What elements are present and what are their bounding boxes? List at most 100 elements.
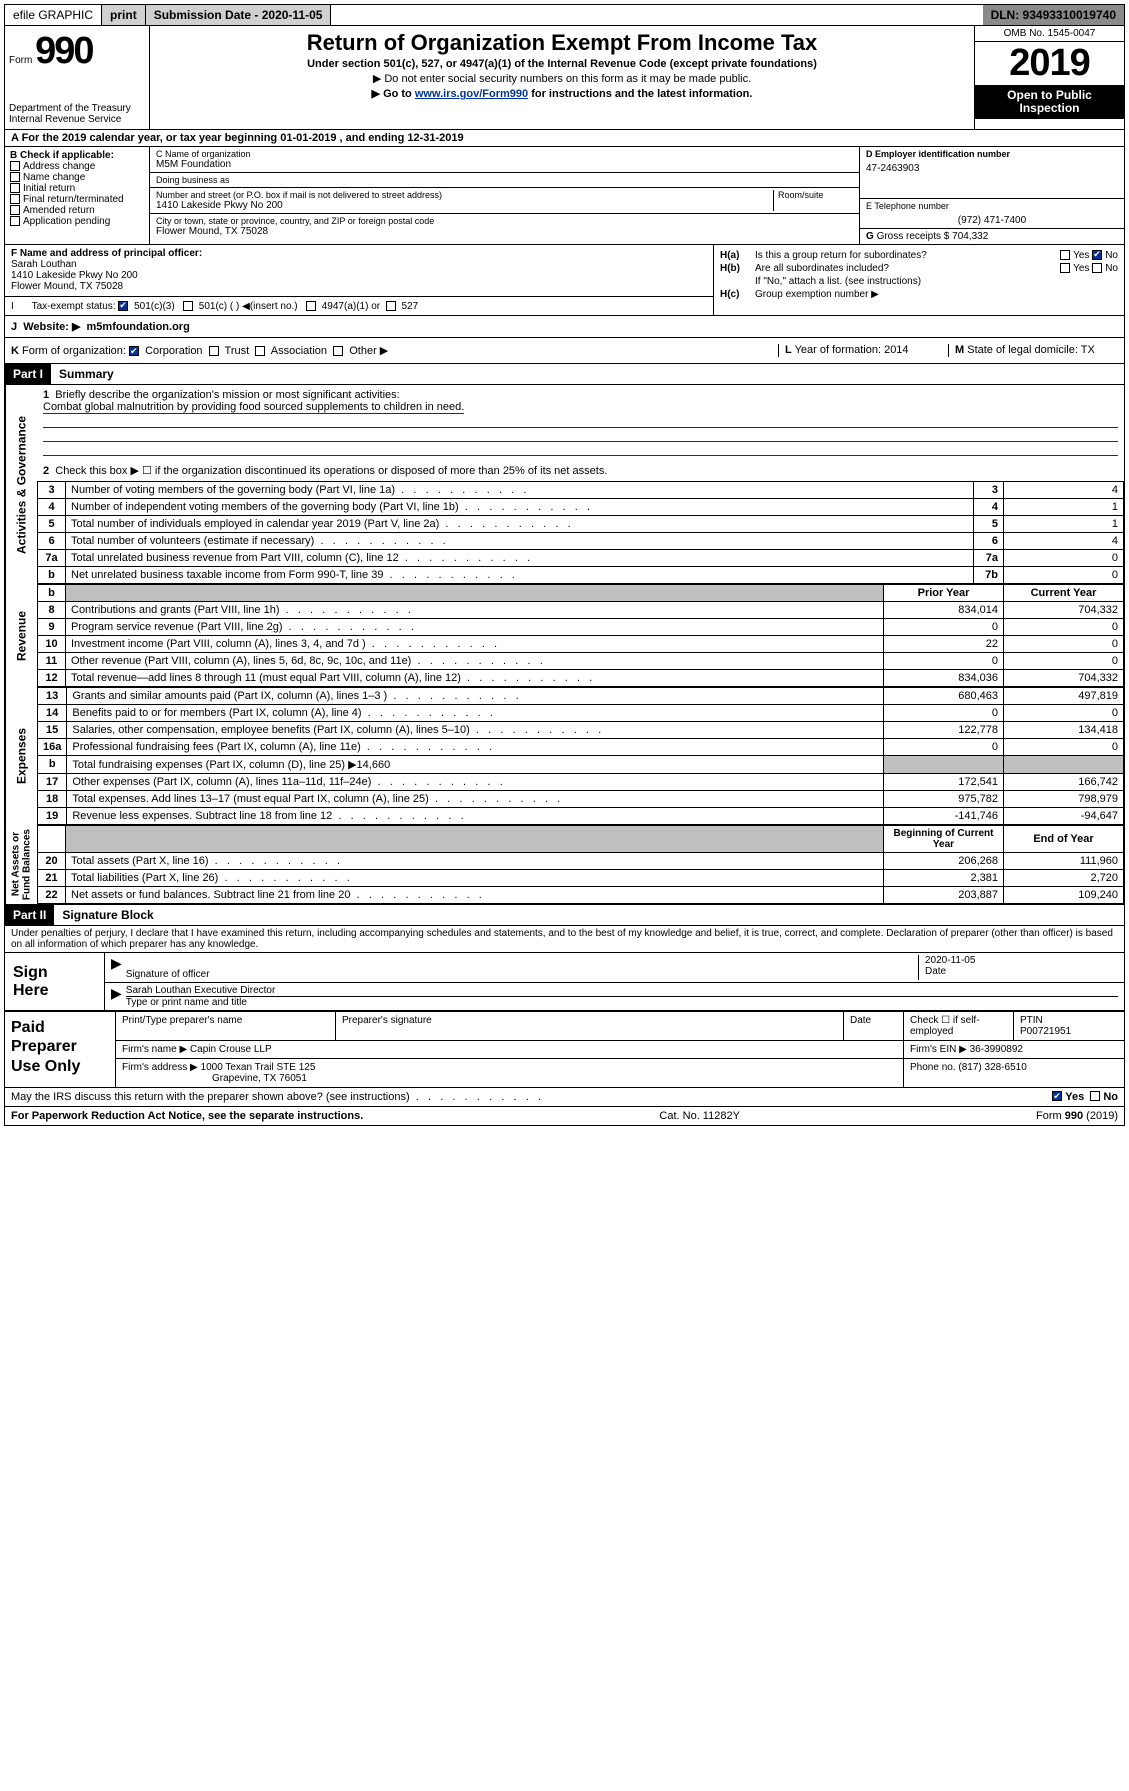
checkbox-app-pending[interactable]	[10, 216, 20, 226]
checkbox-final-return[interactable]	[10, 194, 20, 204]
form990-link[interactable]: www.irs.gov/Form990	[415, 88, 528, 100]
officer-name: Sarah Louthan	[11, 259, 77, 270]
ptin-value: P00721951	[1020, 1026, 1071, 1037]
org-name: M5M Foundation	[156, 159, 853, 170]
print-button[interactable]: print	[102, 5, 146, 25]
section-j: J Website: ▶ m5mfoundation.org	[5, 315, 1124, 337]
table-row: 12Total revenue—add lines 8 through 11 (…	[38, 670, 1124, 687]
dept-label: Department of the Treasury Internal Reve…	[9, 103, 145, 125]
firm-addr2: Grapevine, TX 76051	[212, 1073, 307, 1084]
city-value: Flower Mound, TX 75028	[156, 226, 853, 237]
paid-preparer-section: Paid Preparer Use Only Print/Type prepar…	[5, 1010, 1124, 1087]
room-label: Room/suite	[778, 190, 853, 200]
table-row: 3Number of voting members of the governi…	[38, 482, 1124, 499]
submission-date: Submission Date - 2020-11-05	[146, 5, 332, 25]
table-row: 5Total number of individuals employed in…	[38, 516, 1124, 533]
efile-label: efile GRAPHIC	[5, 5, 102, 25]
checkbox-ha-yes[interactable]	[1060, 250, 1070, 260]
checkbox-hb-no[interactable]	[1092, 263, 1102, 273]
checkbox-trust[interactable]	[209, 346, 219, 356]
sign-here-label: Sign Here	[5, 953, 105, 1010]
section-b: B Check if applicable: Address change Na…	[5, 147, 150, 244]
checkbox-address-change[interactable]	[10, 161, 20, 171]
ein-label: D Employer identification number	[866, 149, 1118, 159]
declaration-text: Under penalties of perjury, I declare th…	[5, 925, 1124, 952]
checkbox-initial-return[interactable]	[10, 183, 20, 193]
phone-value: (972) 471-7400	[866, 215, 1118, 226]
firm-addr1: 1000 Texan Trail STE 125	[201, 1062, 316, 1073]
part1-title: Summary	[51, 364, 122, 384]
side-label-ag: Activities & Governance	[5, 385, 37, 584]
tax-year: 2019	[975, 42, 1124, 85]
section-d-col: D Employer identification number 47-2463…	[859, 147, 1124, 244]
addr-value: 1410 Lakeside Pkwy No 200	[156, 200, 773, 211]
checkbox-discuss-no[interactable]	[1090, 1091, 1100, 1101]
checkbox-discuss-yes[interactable]	[1052, 1091, 1062, 1101]
checkbox-name-change[interactable]	[10, 172, 20, 182]
header-right: OMB No. 1545-0047 2019 Open to Public In…	[974, 26, 1124, 129]
table-row: 22Net assets or fund balances. Subtract …	[38, 887, 1124, 904]
part2-label: Part II	[5, 905, 54, 925]
table-row: 4Number of independent voting members of…	[38, 499, 1124, 516]
checkbox-ha-no[interactable]	[1092, 250, 1102, 260]
table-rev: bPrior YearCurrent Year8Contributions an…	[37, 584, 1124, 687]
section-bcd-row: B Check if applicable: Address change Na…	[5, 147, 1124, 244]
part2-header-row: Part II Signature Block	[5, 904, 1124, 925]
table-exp: 13Grants and similar amounts paid (Part …	[37, 687, 1124, 825]
header-mid: Return of Organization Exempt From Incom…	[150, 26, 974, 129]
form-note1: ▶ Do not enter social security numbers o…	[156, 72, 968, 85]
arrow-icon: ▶	[111, 955, 122, 980]
sign-here-row: Sign Here ▶ Signature of officer 2020-11…	[5, 952, 1124, 1010]
table-na: Beginning of Current YearEnd of Year20To…	[37, 825, 1124, 904]
part1-header-row: Part I Summary	[5, 363, 1124, 384]
checkbox-other[interactable]	[333, 346, 343, 356]
firm-name: Capin Crouse LLP	[190, 1044, 272, 1055]
section-h: H(a) Is this a group return for subordin…	[714, 245, 1124, 315]
form-container: Form 990 Department of the Treasury Inte…	[4, 26, 1125, 1126]
part2-title: Signature Block	[54, 905, 161, 925]
checkbox-assoc[interactable]	[255, 346, 265, 356]
table-row: 19Revenue less expenses. Subtract line 1…	[38, 808, 1124, 825]
form-prefix: Form	[9, 55, 32, 66]
section-i-label: I	[11, 301, 29, 312]
pra-notice: For Paperwork Reduction Act Notice, see …	[11, 1110, 363, 1122]
table-row: 7aTotal unrelated business revenue from …	[38, 550, 1124, 567]
form-title: Return of Organization Exempt From Incom…	[156, 30, 968, 56]
dba-label: Doing business as	[156, 175, 853, 185]
section-b-label: B Check if applicable:	[10, 150, 144, 161]
table-row: bNet unrelated business taxable income f…	[38, 567, 1124, 584]
section-fh-row: F Name and address of principal officer:…	[5, 244, 1124, 315]
firm-phone: (817) 328-6510	[958, 1062, 1026, 1073]
table-row: 20Total assets (Part X, line 16)206,2681…	[38, 853, 1124, 870]
addr-label: Number and street (or P.O. box if mail i…	[156, 190, 773, 200]
table-row: 16aProfessional fundraising fees (Part I…	[38, 739, 1124, 756]
top-bar: efile GRAPHIC print Submission Date - 20…	[4, 4, 1125, 26]
checkbox-hb-yes[interactable]	[1060, 263, 1070, 273]
open-public: Open to Public Inspection	[975, 85, 1124, 119]
dln-value: DLN: 93493310019740	[983, 5, 1124, 25]
part1-exp-section: Expenses 13Grants and similar amounts pa…	[5, 687, 1124, 825]
cat-number: Cat. No. 11282Y	[659, 1110, 740, 1122]
checkbox-corp[interactable]	[129, 346, 139, 356]
part1-rev-section: Revenue bPrior YearCurrent Year8Contribu…	[5, 584, 1124, 687]
gross-receipts: Gross receipts $ 704,332	[877, 231, 989, 242]
table-row: 6Total number of volunteers (estimate if…	[38, 533, 1124, 550]
state-domicile: State of legal domicile: TX	[967, 344, 1095, 356]
website-value: m5mfoundation.org	[87, 321, 190, 333]
paid-preparer-label: Paid Preparer Use Only	[5, 1012, 115, 1087]
checkbox-501c[interactable]	[183, 301, 193, 311]
checkbox-4947[interactable]	[306, 301, 316, 311]
page-footer: For Paperwork Reduction Act Notice, see …	[5, 1106, 1124, 1125]
org-name-label: C Name of organization	[156, 149, 853, 159]
table-row: 11Other revenue (Part VIII, column (A), …	[38, 653, 1124, 670]
form-note2: ▶ Go to www.irs.gov/Form990 for instruct…	[156, 87, 968, 100]
part1-ag-section: Activities & Governance 1 Briefly descri…	[5, 384, 1124, 584]
table-row: 10Investment income (Part VIII, column (…	[38, 636, 1124, 653]
checkbox-amended[interactable]	[10, 205, 20, 215]
checkbox-501c3[interactable]	[118, 301, 128, 311]
mission-text: Combat global malnutrition by providing …	[43, 401, 464, 414]
section-f: F Name and address of principal officer:…	[5, 245, 714, 315]
checkbox-527[interactable]	[386, 301, 396, 311]
year-formation: Year of formation: 2014	[795, 344, 909, 356]
table-row: bTotal fundraising expenses (Part IX, co…	[38, 756, 1124, 774]
